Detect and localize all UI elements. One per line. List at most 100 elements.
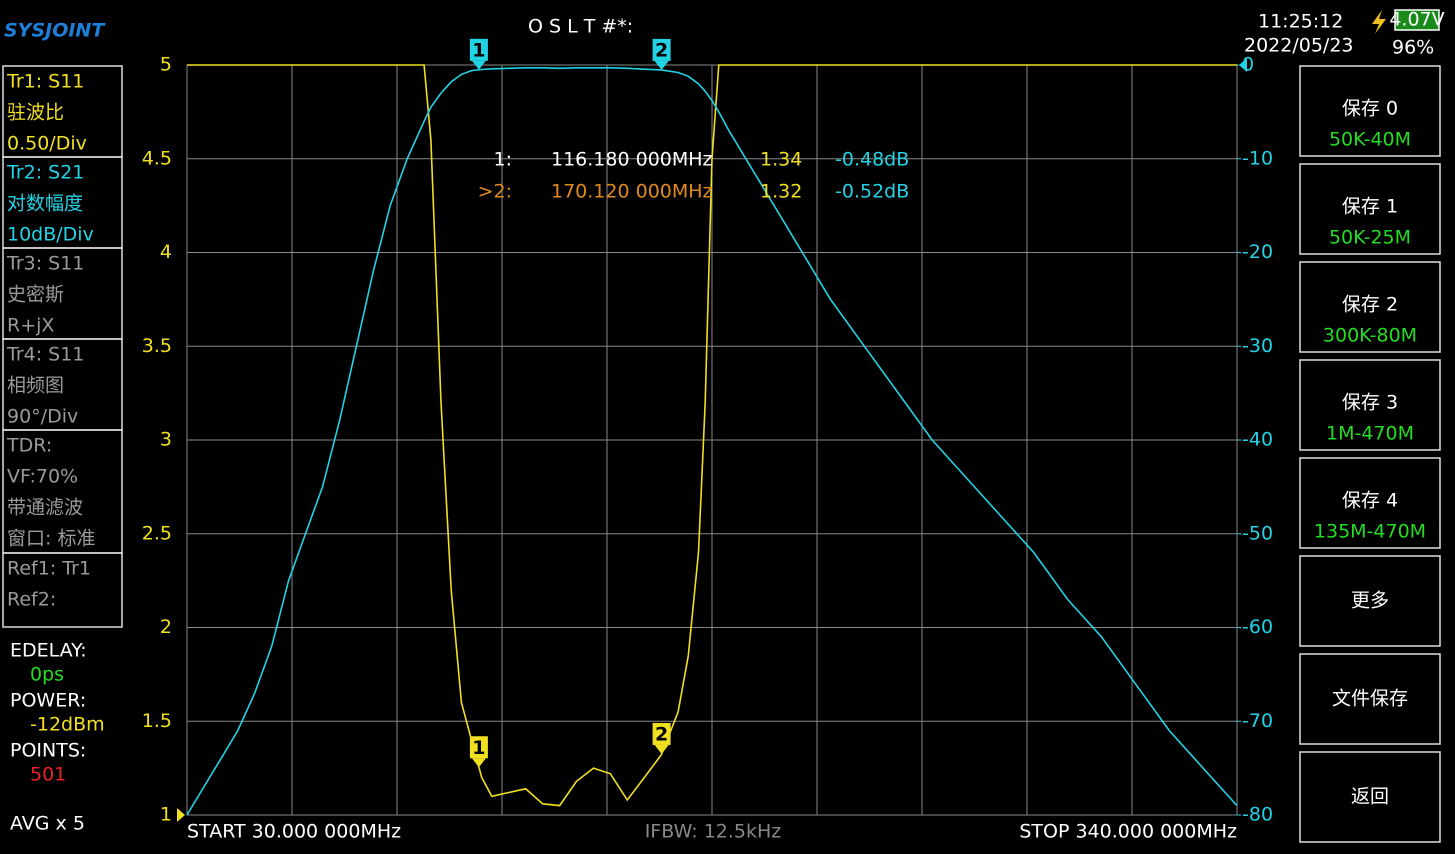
marker-pointer bbox=[471, 60, 486, 70]
trace-line bbox=[186, 67, 1238, 816]
menu-label: 保存 0 bbox=[1342, 98, 1398, 120]
marker-freq: 116.180 000MHz bbox=[551, 149, 713, 171]
date: 2022/05/23 bbox=[1244, 35, 1354, 57]
y2-tick-label: -50 bbox=[1242, 522, 1273, 544]
marker-flag bbox=[469, 38, 488, 61]
status-value: 501 bbox=[30, 764, 66, 786]
time: 11:25:12 bbox=[1258, 11, 1343, 33]
trace-line bbox=[187, 64, 1237, 807]
y-tick-label: 1.5 bbox=[142, 710, 172, 732]
start-freq: START 30.000 000MHz bbox=[187, 821, 401, 843]
y2-tick-label: -10 bbox=[1242, 147, 1273, 169]
marker-label: 1 bbox=[472, 39, 485, 61]
y-tick-label: 1 bbox=[160, 804, 172, 826]
battery-voltage: 4.07V bbox=[1389, 9, 1444, 31]
menu-label: 保存 3 bbox=[1342, 392, 1398, 414]
marker-flag bbox=[469, 736, 488, 759]
trace-info: VF:70% bbox=[7, 466, 78, 488]
stop-freq: STOP 340.000 000MHz bbox=[1019, 821, 1237, 843]
ref-arrow bbox=[177, 808, 185, 822]
battery-percent: 96% bbox=[1392, 37, 1434, 59]
charge-icon bbox=[1372, 10, 1386, 34]
marker-pointer bbox=[654, 60, 669, 70]
y-tick-label: 3.5 bbox=[142, 335, 172, 357]
menu-sublabel: 50K-40M bbox=[1329, 129, 1411, 151]
status-label: POINTS: bbox=[10, 740, 86, 762]
menu-button[interactable] bbox=[1299, 359, 1441, 451]
menu-button[interactable] bbox=[1299, 163, 1441, 255]
y-tick-label: 2.5 bbox=[142, 522, 172, 544]
trace-info: 带通滤波 bbox=[7, 497, 83, 519]
trace-info: Tr4: S11 bbox=[6, 344, 84, 366]
y-tick-label: 4.5 bbox=[142, 147, 172, 169]
trace-info: 90°/Div bbox=[7, 406, 78, 428]
menu-label: 文件保存 bbox=[1332, 688, 1408, 710]
trace-info: 相频图 bbox=[7, 375, 64, 397]
menu-button[interactable] bbox=[1299, 65, 1441, 157]
trace-info: Tr3: S11 bbox=[6, 253, 84, 275]
y-tick-label: 5 bbox=[160, 54, 172, 76]
menu-label: 保存 4 bbox=[1342, 490, 1398, 512]
trace-info: 史密斯 bbox=[7, 284, 64, 306]
marker-label: 1 bbox=[472, 737, 485, 759]
menu-button[interactable] bbox=[1299, 653, 1441, 745]
trace-info: 0.50/Div bbox=[7, 133, 87, 155]
trace-info: TDR: bbox=[6, 435, 52, 457]
trace-info: Ref1: Tr1 bbox=[7, 558, 91, 580]
menu-sublabel: 50K-25M bbox=[1329, 227, 1411, 249]
y-tick-label: 2 bbox=[160, 616, 172, 638]
marker-label: 2 bbox=[655, 723, 668, 745]
marker-freq: 170.120 000MHz bbox=[551, 181, 713, 203]
marker-db: -0.52dB bbox=[835, 181, 909, 203]
trace-box bbox=[2, 552, 123, 628]
trace-info: 10dB/Div bbox=[7, 224, 94, 246]
y2-tick-label: -60 bbox=[1242, 616, 1273, 638]
menu-button[interactable] bbox=[1299, 555, 1441, 647]
trace-info: 驻波比 bbox=[7, 102, 64, 124]
y2-tick-label: -70 bbox=[1242, 710, 1273, 732]
marker-id: >2: bbox=[478, 181, 512, 203]
marker-pointer bbox=[471, 758, 486, 768]
trace-info: Ref2: bbox=[7, 589, 56, 611]
status-value: -12dBm bbox=[30, 714, 105, 736]
trace-info: Tr1: S11 bbox=[6, 71, 84, 93]
marker-label: 2 bbox=[655, 39, 668, 61]
marker-swr: 1.32 bbox=[760, 181, 802, 203]
y2-tick-label: -30 bbox=[1242, 335, 1273, 357]
menu-label: 更多 bbox=[1351, 590, 1389, 612]
menu-sublabel: 300K-80M bbox=[1323, 325, 1417, 347]
y2-tick-label: -20 bbox=[1242, 241, 1273, 263]
ref-arrow bbox=[1239, 58, 1247, 72]
menu-button[interactable] bbox=[1299, 261, 1441, 353]
status-label: EDELAY: bbox=[10, 640, 87, 662]
averaging: AVG x 5 bbox=[10, 813, 85, 835]
y2-tick-label: -80 bbox=[1242, 804, 1273, 826]
trace-info: Tr2: S21 bbox=[6, 162, 84, 184]
y2-tick-label: -40 bbox=[1242, 429, 1273, 451]
status-value: 0ps bbox=[30, 664, 64, 686]
y-tick-label: 3 bbox=[160, 429, 172, 451]
logo: SYSJOINT bbox=[4, 20, 106, 42]
cal-status: O S L T #*: bbox=[528, 16, 633, 38]
marker-swr: 1.34 bbox=[760, 149, 802, 171]
menu-sublabel: 1M-470M bbox=[1326, 423, 1414, 445]
menu-label: 返回 bbox=[1351, 786, 1389, 808]
menu-label: 保存 2 bbox=[1342, 294, 1398, 316]
ifbw: IFBW: 12.5kHz bbox=[645, 821, 782, 843]
menu-button[interactable] bbox=[1299, 751, 1441, 843]
status-label: POWER: bbox=[10, 690, 86, 712]
marker-id: 1: bbox=[494, 149, 513, 171]
menu-label: 保存 1 bbox=[1342, 196, 1398, 218]
battery bbox=[1394, 9, 1440, 31]
trace-info: 窗口: 标准 bbox=[7, 528, 95, 550]
marker-pointer bbox=[654, 744, 669, 754]
marker-flag bbox=[652, 38, 671, 61]
y-tick-label: 4 bbox=[160, 241, 172, 263]
menu-button[interactable] bbox=[1299, 457, 1441, 549]
trace-info: 对数幅度 bbox=[7, 193, 83, 215]
trace-info: R+jX bbox=[7, 315, 54, 337]
marker-db: -0.48dB bbox=[835, 149, 909, 171]
